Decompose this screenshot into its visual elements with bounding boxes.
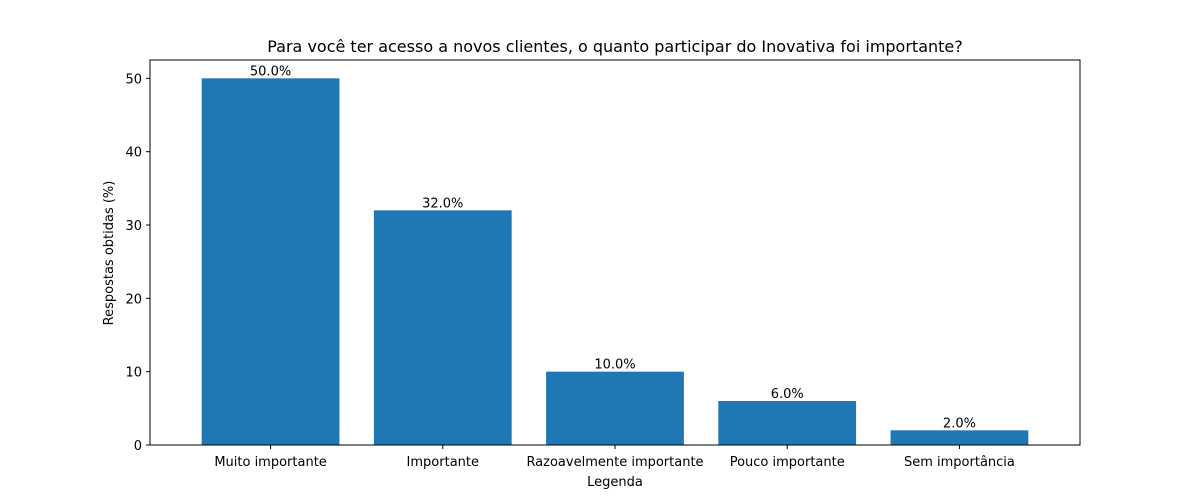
plot-frame: [149, 59, 1081, 446]
x-tick-label-3: Pouco importante: [730, 455, 845, 470]
y-tick-label-0: 0: [134, 439, 142, 454]
bar-value-label-2: 10.0%: [594, 358, 635, 373]
y-ticks-group: 0 10 20 30 40 50: [125, 72, 150, 454]
bar-value-label-3: 6.0%: [771, 387, 804, 402]
x-tick-label-0: Muito importante: [214, 455, 326, 470]
bar-4: [890, 430, 1029, 445]
x-tick-label-4: Sem importância: [904, 455, 1015, 470]
y-tick-label-1: 10: [125, 366, 142, 381]
bar-3: [718, 401, 857, 445]
bars-group: 50.0% 32.0% 10.0% 6.0% 2.0%: [201, 64, 1029, 445]
bar-value-label-1: 32.0%: [422, 196, 463, 211]
y-tick-label-5: 50: [125, 72, 142, 87]
bar-1: [373, 210, 512, 445]
bar-2: [546, 371, 684, 445]
x-tick-label-1: Importante: [407, 455, 479, 470]
x-axis-label: Legenda: [587, 475, 643, 490]
bar-value-label-0: 50.0%: [250, 64, 291, 79]
x-ticks-group: Muito importante Importante Razoavelmente …: [214, 445, 1015, 470]
bar-0: [201, 78, 340, 445]
y-tick-label-3: 30: [125, 219, 142, 234]
y-axis-label: Respostas obtidas (%): [102, 181, 117, 326]
y-tick-label-4: 40: [125, 146, 142, 161]
y-tick-label-2: 20: [125, 292, 142, 307]
bar-value-label-4: 2.0%: [943, 416, 976, 431]
chart-title: Para você ter acesso a novos clientes, o…: [267, 37, 963, 56]
x-tick-label-2: Razoavelmente importante: [526, 455, 703, 470]
